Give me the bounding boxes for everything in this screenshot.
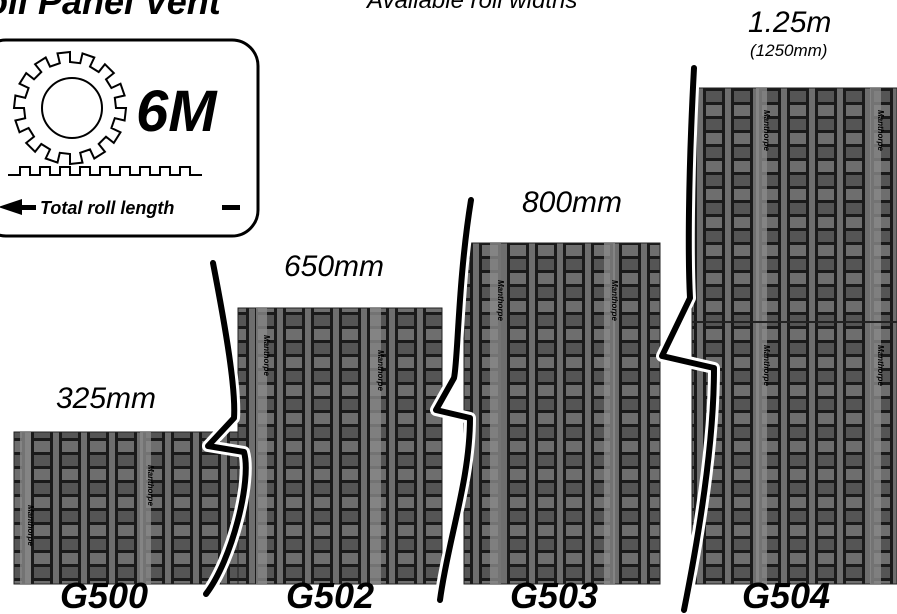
panel-stamp: Manthorpe [610,280,619,321]
width-label-g502: 650mm [284,250,384,283]
model-label-g500: G500 [60,575,148,614]
panel-g500 [13,431,239,585]
panel-stamp: Manthorpe [26,505,35,546]
model-label-g503: G503 [510,575,598,614]
width-label-g504: 1.25m [748,6,831,39]
panel-stamp: Manthorpe [262,335,271,376]
panel-stamp: Manthorpe [876,345,885,386]
width-sublabel-g504: (1250mm) [750,41,827,60]
badge-frame [0,38,260,238]
panel-stamp: Manthorpe [146,465,155,506]
panel-stamps: Manthorpe Manthorpe Manthorpe Manthorpe … [26,110,885,546]
panel-stamp: Manthorpe [376,350,385,391]
length-arrow-icon [0,199,240,215]
panel-stamp: Manthorpe [876,110,885,151]
width-label-g500: 325mm [56,382,156,415]
width-label-g503: 800mm [522,186,622,219]
gear-icon [8,50,202,176]
model-label-g504: G504 [742,575,830,614]
roll-length-caption: Total roll length [40,198,174,218]
panel-stamp: Manthorpe [762,110,771,151]
panel-g504 [691,87,897,585]
model-label-g502: G502 [286,575,374,614]
panel-stamp: Manthorpe [496,280,505,321]
roll-length-badge: 6M Total roll length [0,38,260,238]
page-title: Roll Panel Vent [0,0,223,22]
roll-length-value: 6M [136,79,218,144]
panel-stamp: Manthorpe [762,345,771,386]
page-subtitle: Available roll widths [365,0,577,14]
panel-g503 [463,242,661,585]
break-lines [200,62,720,614]
